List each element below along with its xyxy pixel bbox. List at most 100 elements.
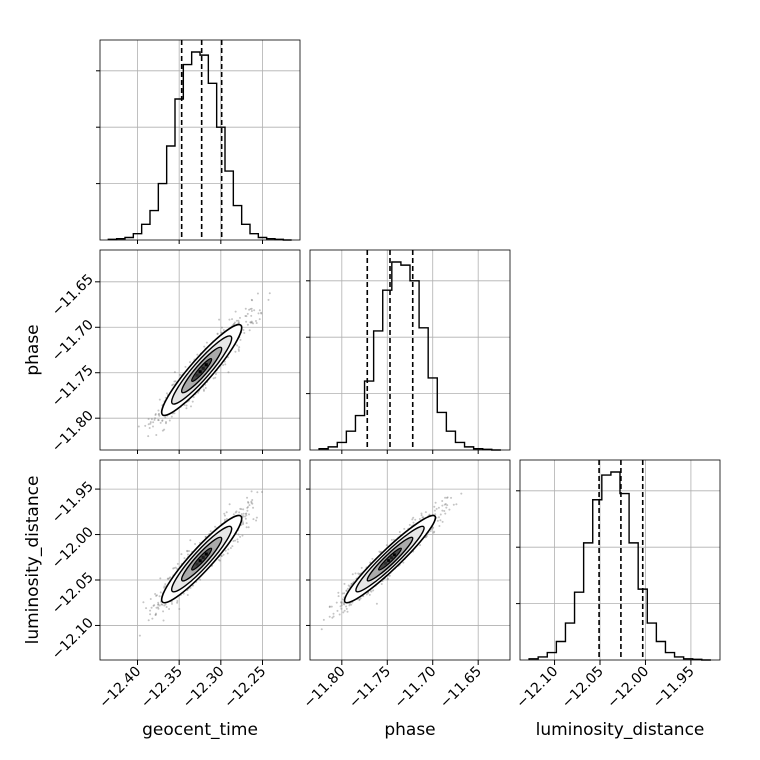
sample-point: [185, 404, 188, 407]
sample-point: [444, 512, 447, 515]
sample-point: [223, 514, 226, 517]
sample-point: [253, 309, 256, 312]
sample-point: [358, 598, 361, 601]
sample-point: [234, 539, 237, 542]
sample-point: [345, 589, 348, 592]
sample-point: [443, 509, 446, 512]
sample-point: [260, 311, 263, 314]
sample-point: [243, 331, 246, 334]
sample-point: [244, 315, 247, 318]
density-cell-1: [201, 366, 205, 370]
sample-point: [154, 413, 157, 416]
sample-point: [437, 506, 440, 509]
sample-point: [163, 428, 166, 431]
sample-point: [153, 604, 156, 607]
sample-point: [145, 607, 148, 610]
sample-point: [169, 576, 172, 579]
sample-point: [149, 613, 152, 616]
sample-point: [172, 383, 175, 386]
sample-point: [189, 405, 192, 408]
sample-point: [245, 320, 248, 323]
sample-point: [152, 604, 155, 607]
sample-point: [227, 371, 230, 374]
sample-point: [408, 523, 411, 526]
sample-point: [350, 583, 353, 586]
x-tick-label-phase: −11.80: [301, 664, 349, 712]
sample-point: [222, 363, 225, 366]
sample-point: [142, 601, 145, 604]
sample-point: [245, 514, 248, 517]
density-cell-0: [204, 552, 208, 556]
sample-point: [216, 332, 219, 335]
sample-point: [170, 600, 173, 603]
sample-point: [375, 602, 378, 605]
sample-point: [159, 421, 162, 424]
sample-point: [340, 607, 343, 610]
sample-point: [223, 518, 226, 521]
sample-point: [448, 508, 451, 511]
density-cell-0: [204, 363, 208, 367]
sample-point: [170, 602, 173, 605]
sample-point: [180, 553, 183, 556]
y-tick-label-phase: −11.70: [49, 317, 97, 365]
sample-point: [402, 561, 405, 564]
sample-point: [342, 602, 345, 605]
sample-point: [419, 544, 422, 547]
sample-point: [252, 518, 255, 521]
sample-point: [380, 583, 383, 586]
sample-point: [255, 519, 258, 522]
sample-point: [236, 538, 239, 541]
sample-point: [328, 605, 331, 608]
sample-point: [231, 545, 234, 548]
density-cell-1: [201, 555, 205, 559]
sample-point: [220, 555, 223, 558]
sample-point: [346, 610, 349, 613]
sample-point: [149, 609, 152, 612]
sample-point: [331, 616, 334, 619]
sample-point: [237, 321, 240, 324]
sample-point: [398, 530, 401, 533]
sample-point: [196, 353, 199, 356]
sample-point: [340, 601, 343, 604]
sample-point: [245, 526, 248, 529]
density-cell-2: [198, 370, 202, 374]
sample-point: [173, 371, 176, 374]
sample-point: [434, 501, 437, 504]
sample-point: [205, 341, 208, 344]
sample-point: [185, 407, 188, 410]
y-tick-label-phase: −11.75: [49, 362, 97, 410]
sample-point: [239, 338, 242, 341]
sample-point: [332, 612, 335, 615]
x-tick-label-luminosity_distance: −12.10: [513, 664, 561, 712]
sample-point: [191, 400, 194, 403]
sample-point: [138, 634, 141, 637]
sample-point: [337, 591, 340, 594]
sample-point: [162, 610, 165, 613]
sample-point: [421, 516, 424, 519]
sample-point: [348, 585, 351, 588]
sample-point: [247, 500, 250, 503]
sample-point: [162, 619, 165, 622]
sample-point: [365, 593, 368, 596]
sample-point: [432, 531, 435, 534]
sample-point: [239, 535, 242, 538]
pair-panel-phase-luminosity_distance: [309, 459, 511, 661]
density-cell-2: [198, 559, 202, 563]
sample-point: [350, 582, 353, 585]
density-cell-3: [195, 562, 199, 566]
sample-point: [173, 567, 176, 570]
sample-point: [251, 498, 254, 501]
density-cell-0: [393, 553, 396, 557]
sample-point: [202, 389, 205, 392]
sample-point: [151, 617, 154, 620]
sample-point: [338, 613, 341, 616]
sample-point: [155, 594, 158, 597]
sample-point: [199, 578, 202, 581]
sample-point: [249, 321, 252, 324]
sample-point: [176, 599, 179, 602]
sample-point: [348, 604, 351, 607]
sample-point: [250, 320, 253, 323]
y-tick-label-luminosity_distance: −12.05: [49, 570, 97, 618]
sample-point: [161, 419, 164, 422]
y-tick-label-phase: −11.65: [49, 271, 97, 319]
